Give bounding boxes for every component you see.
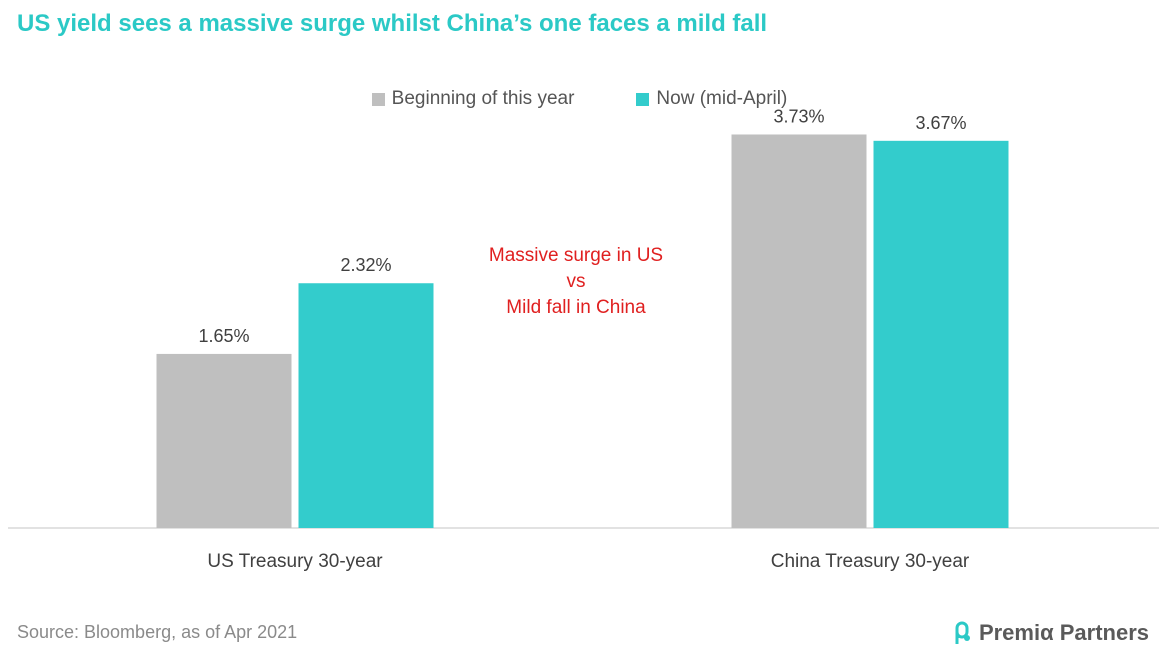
legend-item-now: Now (mid-April) bbox=[636, 88, 787, 110]
bar-now-0 bbox=[298, 283, 434, 528]
annotation-line-2: Mild fall in China bbox=[506, 297, 646, 318]
legend: Beginning of this year Now (mid-April) bbox=[0, 88, 1159, 110]
source-note: Source: Bloomberg, as of Apr 2021 bbox=[17, 622, 298, 642]
logo-icon bbox=[955, 621, 970, 644]
data-label-begin-0: 1.65% bbox=[198, 326, 249, 346]
legend-swatch-now bbox=[636, 92, 650, 106]
bar-now-1 bbox=[873, 140, 1009, 528]
annotation-line-0: Massive surge in US bbox=[489, 245, 663, 266]
x-tick-label-0: US Treasury 30-year bbox=[207, 551, 383, 572]
data-label-now-0: 2.32% bbox=[340, 255, 391, 275]
legend-item-begin: Beginning of this year bbox=[371, 88, 575, 110]
x-tick-label-1: China Treasury 30-year bbox=[771, 551, 970, 572]
premia-partners-logo: Premiα Partners bbox=[951, 620, 1149, 646]
data-label-begin-1: 3.73% bbox=[773, 106, 824, 126]
logo-text: Premiα Partners bbox=[978, 620, 1149, 645]
bar-begin-1 bbox=[731, 134, 867, 529]
chart-title: US yield sees a massive surge whilst Chi… bbox=[17, 10, 768, 37]
legend-label-now: Now (mid-April) bbox=[656, 88, 788, 109]
legend-label-begin: Beginning of this year bbox=[391, 88, 575, 109]
legend-swatch-begin bbox=[371, 92, 385, 106]
annotation-line-1: vs bbox=[567, 271, 586, 292]
data-label-now-1: 3.67% bbox=[915, 113, 966, 133]
bar-begin-0 bbox=[156, 353, 292, 528]
